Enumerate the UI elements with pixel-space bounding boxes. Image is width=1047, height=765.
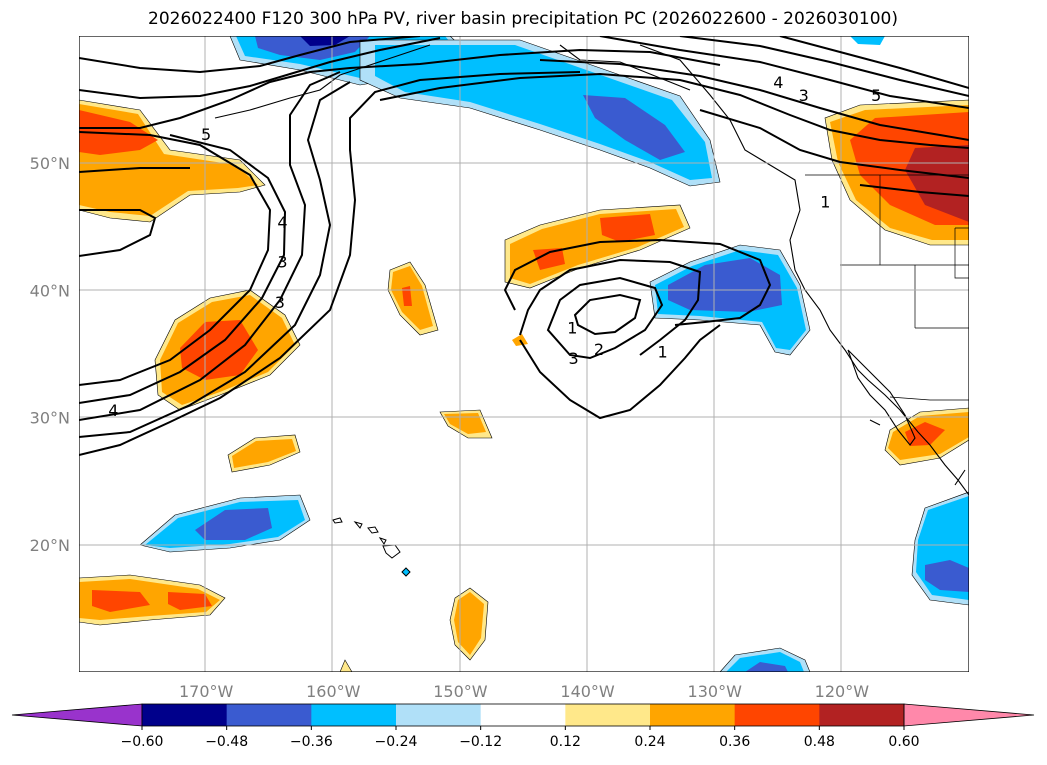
pv-contour-cutoff-outer (519, 324, 721, 420)
pv-contour-jet-north-1 (79, 36, 421, 74)
colorbar-bin (311, 704, 397, 726)
colorbar-tick-label: −0.36 (290, 734, 333, 750)
colorbar-tick-label: 0.60 (888, 734, 919, 750)
pv-contour-label: 5 (871, 86, 881, 105)
pv-contour-east-6 (699, 109, 969, 179)
pv-contour-cutoff-3 (546, 276, 664, 360)
pv-contour-label: 3 (799, 86, 809, 105)
colorbar-bin (734, 704, 820, 726)
lon-tick-label: 130°W (688, 682, 743, 701)
pv-contour-cutoff-1 (503, 238, 772, 326)
coastline-north-america (639, 44, 969, 496)
pv-contour-east-3 (379, 72, 969, 149)
pv-contours (79, 36, 969, 456)
lon-tick-label: 120°W (815, 682, 870, 701)
pv-contour-trough-west-1 (79, 131, 272, 386)
colorbar-tick-label: −0.48 (205, 734, 248, 750)
pv-contour-trough-west-5 (79, 71, 581, 456)
lat-tick-label: 50°N (30, 154, 70, 173)
pv-contour-trough-west-3 (79, 71, 341, 421)
lat-tick-label: 40°N (30, 281, 70, 300)
latitude-tick-labels: 20°N 30°N 40°N 50°N (30, 154, 70, 555)
pv-contour-label: 3 (277, 252, 287, 271)
border-us-mexico (889, 396, 969, 401)
pv-contour-cutoff-2 (519, 258, 702, 356)
pv-contour-label: 4 (277, 213, 287, 232)
pv-contour-label: 4 (773, 73, 783, 92)
longitude-tick-labels: 170°W 160°W 150°W 140°W 130°W 120°W (179, 682, 869, 701)
colorbar-extend-max (903, 703, 1035, 727)
colorbar-bin (819, 704, 905, 726)
lon-tick-label: 160°W (306, 682, 361, 701)
colorbar-bin (396, 704, 482, 726)
colorbar-bin (650, 704, 736, 726)
pv-contour-jet-north-2 (79, 37, 441, 100)
colorbar-extend-min (11, 703, 143, 727)
pv-contour-jet-north-3 (79, 48, 721, 129)
colorbar-tick-label: 0.24 (634, 734, 665, 750)
figure-title: 2026022400 F120 300 hPa PV, river basin … (148, 9, 898, 29)
pv-contour-label: 3 (275, 293, 285, 312)
colorbar-bin (480, 704, 566, 726)
colorbar-tick-label: 0.12 (550, 734, 581, 750)
colorbar-bin (565, 704, 651, 726)
pv-contour-east-7 (859, 184, 969, 197)
colorbar-frame (141, 703, 905, 727)
pv-contour-cutoff-4 (573, 293, 642, 336)
pv-contour-east-4 (539, 59, 969, 141)
pv-contour-west-lower (79, 209, 157, 257)
lat-tick-label: 20°N (30, 536, 70, 555)
pv-contour-east-2 (679, 36, 969, 97)
coastlines (214, 44, 969, 496)
pv-contour-label: 5 (201, 125, 211, 144)
colorbar-tick-label: −0.12 (459, 734, 502, 750)
pv-contour-jet-north-4 (79, 167, 190, 173)
lat-tick-label: 30°N (30, 409, 70, 428)
colorbar-tick-label: −0.24 (375, 734, 418, 750)
colorbar-tick-label: −0.60 (121, 734, 164, 750)
pv-contour-label: 1 (567, 319, 577, 338)
coastline-alaska-islands (214, 44, 431, 119)
lon-tick-label: 140°W (560, 682, 615, 701)
pv-contour-trough-west-2 (79, 134, 287, 404)
coastline-baja (847, 349, 916, 446)
pv-contour-east-1 (599, 36, 969, 109)
colorbar-tick-label: 0.36 (719, 734, 750, 750)
lon-tick-label: 170°W (179, 682, 234, 701)
pv-contour-label: 4 (108, 401, 118, 420)
colorbar-bin (142, 704, 228, 726)
pv-contour-label: 2 (594, 340, 604, 359)
pv-contour-east-5 (779, 36, 969, 89)
pv-contour-label: 1 (820, 193, 830, 212)
colorbar-bin (226, 704, 312, 726)
colorbar-tick-label: 0.48 (804, 734, 835, 750)
colorbar: −0.60 −0.48 −0.36 −0.24 −0.12 0.12 0.24 0.36 0.4… (11, 703, 1035, 750)
pv-contour-label: 3 (568, 349, 578, 368)
graticule (79, 36, 969, 672)
pv-contour-label: 1 (657, 343, 667, 362)
lon-tick-label: 150°W (433, 682, 488, 701)
pv-contour-trough-west-4 (79, 81, 351, 438)
